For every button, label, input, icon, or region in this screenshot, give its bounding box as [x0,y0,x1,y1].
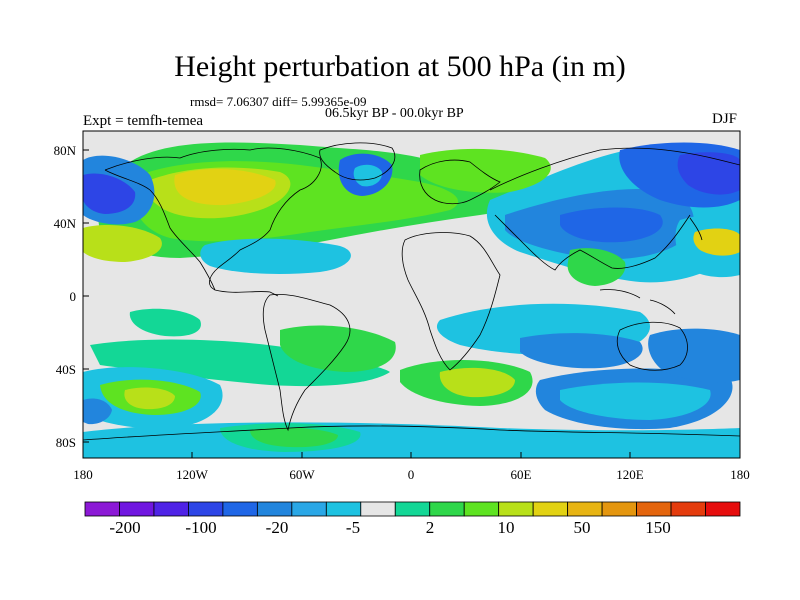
colorbar-label: -200 [109,518,140,537]
contour-region-indian-ocean-blue [520,333,643,369]
contour-region-southern-atlantic-yellow [439,367,515,398]
coastlines [83,142,740,441]
colorbar-label: -100 [185,518,216,537]
coastline-antarctica [83,425,740,441]
contour-region-greenland-ring [353,164,383,187]
period-text: 06.5kyr BP - 00.0kyr BP [325,106,464,121]
contour-region-tropics-green [129,308,201,337]
colorbar-label: 150 [645,518,671,537]
coastline-africa [401,232,501,371]
contour-region-southern-ocean-cyan [560,382,711,420]
coastline-indonesia [599,289,676,315]
colorbar-swatch [153,501,189,517]
colorbar-swatch [532,501,569,517]
y-tick-label: 40N [54,216,77,231]
contour-region-south-america-green [280,325,396,372]
x-axis-labels: 180 120W 60W 0 60E 120E 180 [73,467,750,482]
colorbar-swatch [463,501,500,517]
stats-text: rmsd= 7.06307 diff= 5.99365e-09 [190,94,367,109]
coastline-north-america-west [104,169,216,291]
contour-region-asia-darkblue [560,207,663,243]
contour-region-pacific-darkblue [83,173,136,214]
map-title: Height perturbation at 500 hPa (in m) [174,50,626,83]
contour-region-south-pacific-blue [83,398,112,425]
coastline-south-america [262,293,351,432]
colorbar-label: -5 [346,518,360,537]
y-tick-label: 0 [70,289,77,304]
colorbar-label: 2 [426,518,435,537]
colorbar-swatch [119,501,155,517]
contour-region-gulf-lightblue [200,238,351,274]
colorbar-swatch [394,501,431,517]
x-tick-label: 60W [289,467,315,482]
contour-region-west-pacific-orange [693,228,740,256]
x-tick-label: 60E [511,467,532,482]
colorbar-swatch [256,501,293,517]
coastline-europe [419,159,501,205]
y-axis-labels: 80N 40N 0 40S 80S [54,143,77,450]
colorbar-swatch [291,501,327,517]
y-tick-label: 80N [54,143,77,158]
y-tick-label: 80S [56,435,76,450]
colorbar [84,501,741,517]
colorbar-labels: -200 -100 -20 -5 2 10 50 150 [109,518,670,537]
colorbar-swatch [188,501,224,517]
colorbar-swatch [567,501,603,517]
colorbar-swatch [498,501,534,517]
tick-marks [82,149,741,458]
contour-region-south-pacific-yellow [124,387,175,410]
colorbar-swatch [601,501,637,517]
coastline-australia [616,321,688,371]
colorbar-swatch [670,501,706,517]
colorbar-swatch [84,501,120,517]
colorbar-label: -20 [266,518,289,537]
colorbar-swatch [429,501,465,517]
x-tick-label: 120W [176,467,209,482]
colorbar-swatch [360,501,396,517]
x-tick-label: 0 [408,467,415,482]
coastline-japan [689,217,703,241]
x-tick-label: 180 [73,467,93,482]
coastline-asia [489,147,740,271]
map-panel [83,131,740,458]
contour-region-north-asia-darkblue [677,152,740,195]
season-label: DJF [712,111,738,127]
x-tick-label: 180 [730,467,750,482]
colorbar-label: 10 [498,518,515,537]
colorbar-swatch [325,501,362,517]
x-tick-label: 120E [616,467,644,482]
contour-region-canada-gold [174,168,276,206]
contour-region-south-pacific-green [90,339,390,387]
contour-region-south-asia-green [567,248,626,286]
coastline-north-america [104,147,322,297]
contour-region-australia-blue [648,328,740,383]
colorbar-label: 50 [574,518,591,537]
colorbar-swatch [705,501,741,517]
colorbar-swatch [636,501,672,517]
experiment-label: Expt = temfh-temea [83,113,204,129]
contour-region-antarctic-lime [250,427,338,448]
y-tick-label: 40S [56,362,76,377]
colorbar-swatch [222,501,258,517]
coastline-greenland [319,142,396,181]
contour-region-west-pacific-yellow [83,225,162,262]
